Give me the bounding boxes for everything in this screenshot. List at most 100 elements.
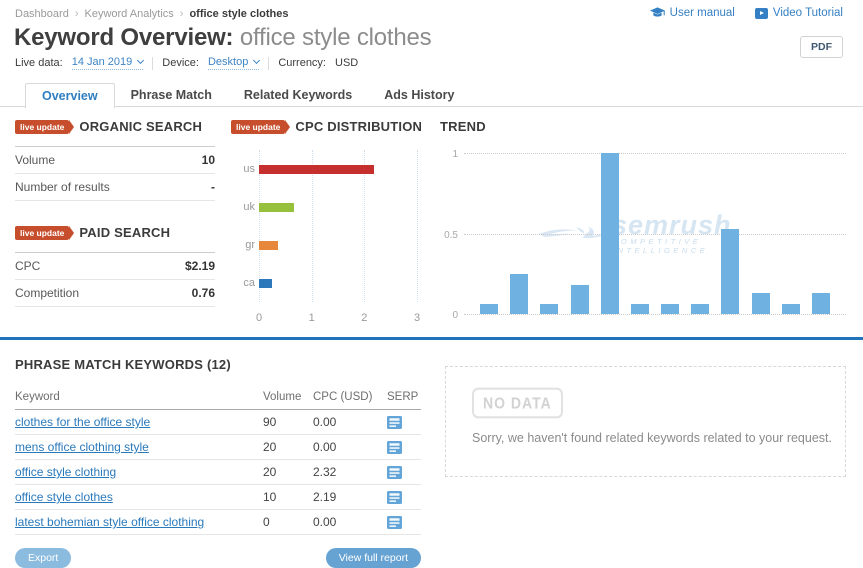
organic-search-title: ORGANIC SEARCH bbox=[79, 119, 202, 134]
trend-bar bbox=[721, 229, 739, 314]
stat-row: Number of results- bbox=[15, 174, 215, 201]
live-update-badge: live update bbox=[15, 120, 69, 134]
trend-bar bbox=[691, 304, 709, 314]
stat-label: Volume bbox=[15, 153, 55, 167]
trend-plot: 1 0.5 0 bbox=[464, 153, 846, 314]
trend-title: TREND bbox=[440, 119, 486, 134]
live-update-badge: live update bbox=[15, 226, 69, 240]
device-label: Device: bbox=[162, 57, 199, 69]
trend-bars bbox=[464, 153, 846, 314]
device-value: Desktop bbox=[208, 56, 248, 68]
divider bbox=[268, 57, 269, 70]
trend-bar bbox=[510, 274, 528, 314]
trend-bar bbox=[812, 293, 830, 314]
table-row: mens office clothing style200.00 bbox=[15, 435, 421, 460]
stat-label: CPC bbox=[15, 259, 40, 273]
trend-bar bbox=[782, 304, 800, 314]
serp-cell bbox=[387, 491, 421, 504]
live-data-select[interactable]: 14 Jan 2019 bbox=[72, 56, 144, 70]
y-tick-label: 1 bbox=[440, 149, 458, 160]
live-data-value: 14 Jan 2019 bbox=[72, 56, 133, 68]
country-label: ca bbox=[231, 277, 255, 289]
organic-search-panel: live update ORGANIC SEARCH Volume10Numbe… bbox=[15, 119, 215, 307]
related-keywords-empty-panel: NO DATA Sorry, we haven't found related … bbox=[445, 366, 846, 477]
keyword-link[interactable]: office style clothing bbox=[15, 465, 116, 479]
breadcrumb-item[interactable]: Keyword Analytics bbox=[85, 8, 174, 20]
trend-chart: semrush COMPETITIVE INTELLIGENCE 1 0.5 0 bbox=[440, 150, 852, 328]
trend-bar bbox=[571, 285, 589, 314]
cpc-bar-uk bbox=[259, 203, 294, 212]
keyword-link[interactable]: mens office clothing style bbox=[15, 440, 149, 454]
tab-related-keywords[interactable]: Related Keywords bbox=[228, 83, 368, 107]
serp-list-icon[interactable] bbox=[387, 491, 402, 504]
video-tutorial-label: Video Tutorial bbox=[773, 7, 843, 19]
view-full-report-button[interactable]: View full report bbox=[326, 548, 421, 568]
table-row: office style clothing202.32 bbox=[15, 460, 421, 485]
column-header-serp: SERP bbox=[387, 391, 421, 403]
user-manual-link[interactable]: User manual bbox=[650, 7, 735, 19]
cpc-bar-row: gr bbox=[231, 226, 417, 264]
cpc-distribution-chart: us uk gr ca 0 1 2 3 bbox=[231, 148, 423, 326]
column-header-cpc: CPC (USD) bbox=[313, 391, 387, 403]
volume-cell: 20 bbox=[263, 465, 313, 479]
tab-ads-history[interactable]: Ads History bbox=[368, 83, 470, 107]
cpc-x-axis: 0 1 2 3 bbox=[259, 312, 417, 326]
table-row: latest bohemian style office clothing00.… bbox=[15, 510, 421, 535]
x-tick-label: 0 bbox=[256, 312, 262, 324]
trend-bar bbox=[661, 304, 679, 314]
trend-bar bbox=[601, 153, 619, 314]
cpc-bar-row: us bbox=[231, 150, 417, 188]
volume-cell: 0 bbox=[263, 515, 313, 529]
breadcrumb: Dashboard›Keyword Analytics›office style… bbox=[15, 8, 288, 20]
cpc-cell: 2.19 bbox=[313, 490, 387, 504]
table-body: clothes for the office style900.00 mens … bbox=[15, 410, 421, 535]
keyword-link[interactable]: office style clothes bbox=[15, 490, 113, 504]
keyword-link[interactable]: clothes for the office style bbox=[15, 415, 150, 429]
serp-list-icon[interactable] bbox=[387, 441, 402, 454]
y-tick-label: 0.5 bbox=[440, 230, 458, 241]
x-tick-label: 2 bbox=[361, 312, 367, 324]
trend-bar bbox=[540, 304, 558, 314]
tab-overview[interactable]: Overview bbox=[25, 83, 115, 108]
phrase-match-panel: PHRASE MATCH KEYWORDS (12) Keyword Volum… bbox=[15, 357, 421, 568]
stat-row: Competition0.76 bbox=[15, 280, 215, 307]
trend-bar bbox=[631, 304, 649, 314]
serp-list-icon[interactable] bbox=[387, 466, 402, 479]
keyword-link[interactable]: latest bohemian style office clothing bbox=[15, 515, 204, 529]
tab-phrase-match[interactable]: Phrase Match bbox=[115, 83, 228, 107]
pdf-export-button[interactable]: PDF bbox=[800, 36, 843, 58]
video-tutorial-link[interactable]: Video Tutorial bbox=[755, 7, 843, 19]
table-row: office style clothes102.19 bbox=[15, 485, 421, 510]
stat-value: 0.76 bbox=[192, 286, 215, 300]
country-label: uk bbox=[231, 201, 255, 213]
serp-list-icon[interactable] bbox=[387, 416, 402, 429]
country-label: us bbox=[231, 163, 255, 175]
user-manual-label: User manual bbox=[670, 7, 735, 19]
serp-list-icon[interactable] bbox=[387, 516, 402, 529]
cpc-bar-ca bbox=[259, 279, 272, 288]
gridline bbox=[417, 150, 418, 302]
trend-panel: TREND semrush COMPETITIVE INTELLIGENCE 1… bbox=[440, 119, 852, 328]
page-title: Keyword Overview: office style clothes bbox=[14, 24, 432, 52]
breadcrumb-item[interactable]: office style clothes bbox=[189, 8, 288, 20]
bar-track bbox=[259, 241, 417, 250]
organic-search-stats: Volume10Number of results- bbox=[15, 146, 215, 201]
live-update-badge: live update bbox=[231, 120, 285, 134]
cpc-distribution-panel: live update CPC DISTRIBUTION usukgrca 01… bbox=[231, 119, 423, 326]
gridline: 0 bbox=[464, 314, 846, 315]
x-tick-label: 1 bbox=[309, 312, 315, 324]
cpc-cell: 0.00 bbox=[313, 415, 387, 429]
column-header-volume: Volume bbox=[263, 391, 313, 403]
cpc-bar-row: ca bbox=[231, 264, 417, 302]
breadcrumb-item[interactable]: Dashboard bbox=[15, 8, 69, 20]
device-select[interactable]: Desktop bbox=[208, 56, 259, 70]
live-data-label: Live data: bbox=[15, 57, 63, 69]
table-row: clothes for the office style900.00 bbox=[15, 410, 421, 435]
volume-cell: 20 bbox=[263, 440, 313, 454]
keyword-cell: office style clothes bbox=[15, 490, 263, 504]
section-divider bbox=[0, 337, 863, 340]
x-tick-label: 3 bbox=[414, 312, 420, 324]
bar-track bbox=[259, 203, 417, 212]
play-icon bbox=[755, 8, 768, 19]
export-button[interactable]: Export bbox=[15, 548, 71, 568]
